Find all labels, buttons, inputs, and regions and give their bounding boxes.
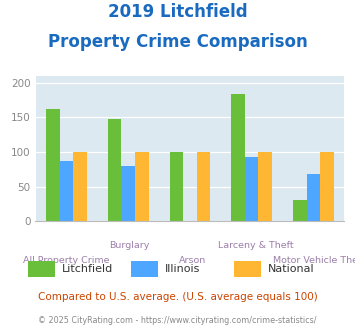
Bar [258, 152, 272, 221]
Bar [60, 161, 73, 221]
Bar [231, 94, 245, 221]
Text: Burglary: Burglary [109, 241, 150, 249]
Bar [293, 200, 307, 221]
Bar [245, 157, 258, 221]
Text: Larceny & Theft: Larceny & Theft [218, 241, 294, 249]
Text: 2019 Litchfield: 2019 Litchfield [108, 3, 247, 21]
Bar [320, 152, 334, 221]
Bar [46, 109, 60, 221]
Text: Motor Vehicle Theft: Motor Vehicle Theft [273, 256, 355, 265]
Bar [73, 152, 87, 221]
Text: Property Crime Comparison: Property Crime Comparison [48, 33, 307, 51]
Bar [307, 174, 320, 221]
Bar [121, 166, 135, 221]
Bar [135, 152, 148, 221]
Bar [197, 152, 210, 221]
Text: Litchfield: Litchfield [62, 264, 113, 274]
Bar [170, 152, 183, 221]
Text: © 2025 CityRating.com - https://www.cityrating.com/crime-statistics/: © 2025 CityRating.com - https://www.city… [38, 315, 317, 325]
Text: Arson: Arson [179, 256, 206, 265]
Text: All Property Crime: All Property Crime [23, 256, 110, 265]
Text: National: National [268, 264, 315, 274]
Text: Illinois: Illinois [165, 264, 201, 274]
Text: Compared to U.S. average. (U.S. average equals 100): Compared to U.S. average. (U.S. average … [38, 292, 317, 302]
Bar [108, 119, 121, 221]
